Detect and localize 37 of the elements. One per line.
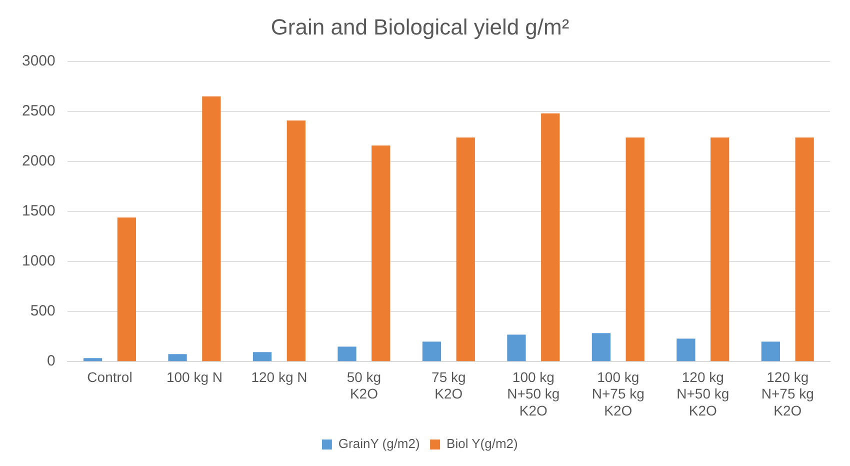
legend-label: Biol Y(g/m2) [446,436,518,452]
bar [372,145,390,362]
x-tick-label: 75 kg K2O [432,368,466,402]
x-tick-label: 100 kg N [166,368,222,385]
y-tick-label: 2500 [22,102,56,120]
bar [338,346,356,362]
bar [202,96,221,362]
bar [168,354,187,362]
bar [710,137,730,362]
y-tick-label: 1500 [22,202,56,220]
bar [626,137,644,362]
bar [422,342,442,362]
bar [83,358,102,362]
x-tick-label: 120 kg N+75 kg K2O [761,368,814,418]
bar [507,334,526,362]
bar [676,338,696,362]
bar [286,120,306,362]
bar [761,342,780,362]
bar [541,113,560,362]
legend-label: GrainY (g/m2) [338,436,420,452]
x-tick-label: Control [87,368,132,385]
y-tick-label: 3000 [22,52,56,70]
y-tick-label: 500 [30,302,56,320]
x-tick-label: 100 kg N+75 kg K2O [592,368,644,418]
bar [456,137,475,362]
bar [117,218,136,362]
x-tick-label: 120 kg N [251,368,308,385]
y-tick-label: 2000 [22,152,56,170]
x-tick-label: 50 kg K2O [346,368,382,402]
bar [592,333,611,362]
y-tick-label: 0 [47,352,56,370]
bar [252,352,272,362]
x-tick-label: 120 kg N+50 kg K2O [676,368,730,418]
y-tick-label: 1000 [22,252,56,270]
x-tick-label: 100 kg N+50 kg K2O [507,368,560,418]
bar [795,137,814,362]
chart-title: Grain and Biological yield g/m² [270,14,570,40]
